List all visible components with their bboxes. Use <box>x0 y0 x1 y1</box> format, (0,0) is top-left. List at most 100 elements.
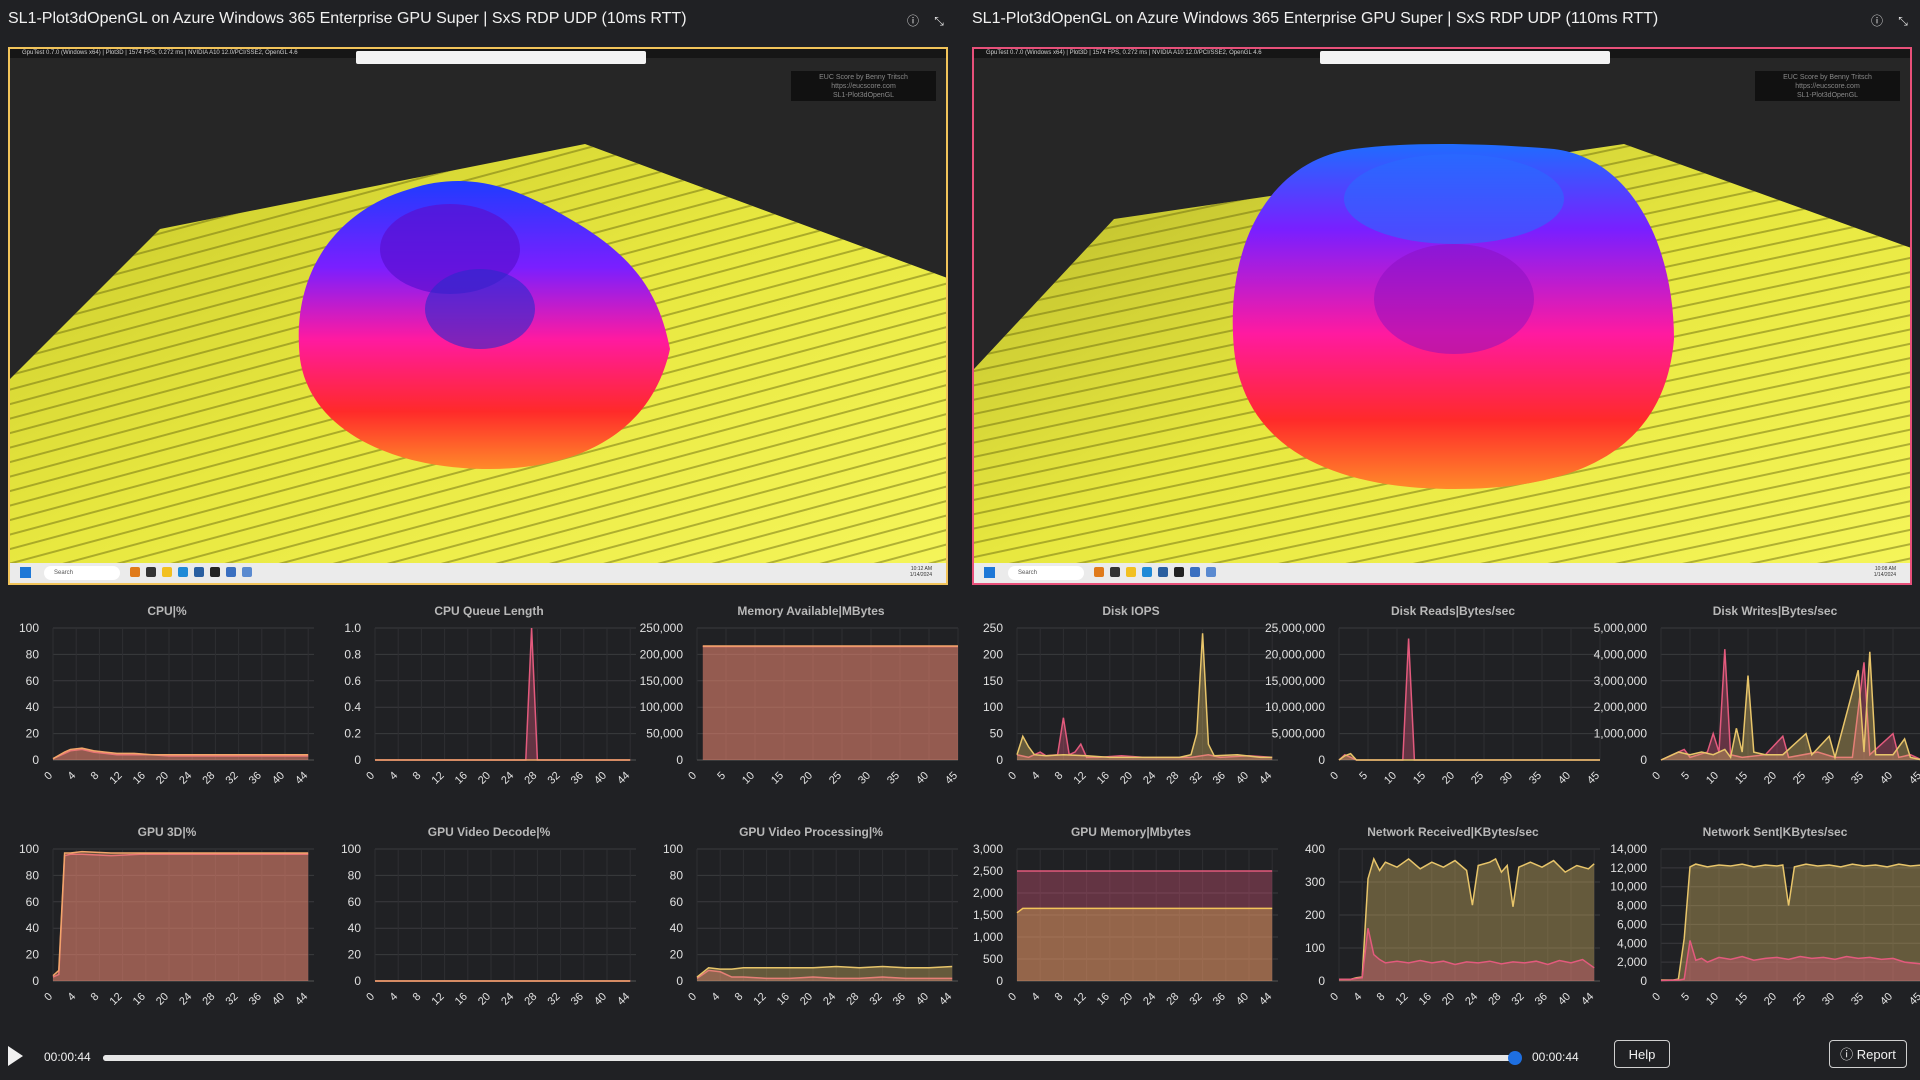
terminal-icon[interactable] <box>210 567 220 577</box>
x-tick-label: 35 <box>885 770 902 787</box>
app-icon[interactable] <box>242 567 252 577</box>
x-tick-label: 10 <box>1382 770 1399 787</box>
x-tick-label: 44 <box>293 770 310 787</box>
x-tick-label: 0 <box>42 991 55 1004</box>
x-tick-label: 28 <box>1164 770 1181 787</box>
x-tick-label: 20 <box>476 991 493 1008</box>
terminal-icon[interactable] <box>1174 567 1184 577</box>
collapse-icon[interactable]: ⤡ <box>1898 14 1908 28</box>
y-tick-label: 3,000 <box>973 842 1003 856</box>
x-tick-label: 24 <box>177 991 194 1008</box>
edge-icon[interactable] <box>178 567 188 577</box>
x-tick-label: 16 <box>453 991 470 1008</box>
x-tick-label: 40 <box>270 770 287 787</box>
app-icon[interactable] <box>146 567 156 577</box>
app-icon[interactable] <box>1094 567 1104 577</box>
info-icon[interactable]: ⓘ <box>1870 14 1883 28</box>
remote-taskbar: Search 10:12 AM 1/14/2024 <box>10 563 946 583</box>
windows-start-icon[interactable] <box>20 567 31 578</box>
chart-title: CPU Queue Length <box>434 604 544 618</box>
x-tick-label: 15 <box>1733 991 1750 1008</box>
series-area <box>1339 928 1595 981</box>
x-tick-label: 0 <box>1328 770 1341 783</box>
chart: Network Sent|KBytes/sec 0 2,000 4,000 6,000 8… <box>1610 825 1920 1015</box>
chart: Network Received|KBytes/sec 0 100 200 300 400… <box>1294 825 1612 1015</box>
y-tick-label: 80 <box>348 868 362 882</box>
series-area <box>53 851 309 981</box>
remote-window-caption: GpuTest 0.7.0 (Windows x64) | Plot3D | 1… <box>22 50 298 56</box>
x-tick-label: 20 <box>1118 991 1135 1008</box>
y-tick-label: 200,000 <box>640 647 684 661</box>
y-tick-label: 2,000 <box>973 886 1003 900</box>
info-icon[interactable]: ⓘ <box>906 14 919 28</box>
x-tick-label: 40 <box>1234 770 1251 787</box>
y-tick-label: 0 <box>1640 753 1647 767</box>
edge-icon[interactable] <box>1142 567 1152 577</box>
app-icon[interactable] <box>130 567 140 577</box>
current-time: 00:00:44 <box>44 1050 91 1064</box>
x-tick-label: 20 <box>1762 991 1779 1008</box>
x-tick-label: 36 <box>247 991 264 1008</box>
y-tick-label: 100 <box>341 842 361 856</box>
app-icon[interactable] <box>226 567 236 577</box>
folder-icon[interactable] <box>1126 567 1136 577</box>
collapse-icon[interactable]: ⤡ <box>934 14 944 28</box>
y-tick-label: 20,000,000 <box>1265 647 1325 661</box>
series-line <box>52 850 309 977</box>
video-frame: GpuTest 0.7.0 (Windows x64) | Plot3D | 1… <box>972 47 1912 585</box>
chart: GPU Video Processing|% 0 20 40 60 80 100 0 4 8 12 1… <box>652 825 970 1015</box>
rdp-connection-bar[interactable] <box>356 51 646 64</box>
x-tick-label: 0 <box>1650 770 1663 783</box>
seek-handle[interactable] <box>1508 1051 1522 1065</box>
rdp-connection-bar[interactable] <box>1320 51 1610 64</box>
taskbar-clock: 10:08 AM 1/14/2024 <box>1873 566 1896 578</box>
seek-slider[interactable] <box>103 1051 1522 1065</box>
x-tick-label: 16 <box>131 770 148 787</box>
x-tick-label: 16 <box>1095 770 1112 787</box>
app-icon[interactable] <box>194 567 204 577</box>
app-icon[interactable] <box>1206 567 1216 577</box>
x-tick-label: 40 <box>1878 770 1895 787</box>
x-tick-label: 36 <box>891 991 908 1008</box>
windows-start-icon[interactable] <box>984 567 995 578</box>
x-tick-label: 0 <box>1328 991 1341 1004</box>
app-icon[interactable] <box>1158 567 1168 577</box>
taskbar-search[interactable]: Search <box>44 566 120 580</box>
app-icon[interactable] <box>1190 567 1200 577</box>
chart: Disk IOPS 0 50 100 150 200 250 0 4 8 12 16 20 24 28 32 3… <box>972 604 1290 794</box>
chart-title: GPU 3D|% <box>137 825 197 839</box>
taskbar-search[interactable]: Search <box>1008 566 1084 580</box>
x-tick-label: 8 <box>1375 991 1388 1004</box>
y-tick-label: 14,000 <box>1610 842 1647 856</box>
series-line <box>1338 752 1600 761</box>
taskbar-clock: 10:12 AM 1/14/2024 <box>909 566 932 578</box>
y-tick-label: 200 <box>983 647 1003 661</box>
x-tick-label: 25 <box>827 770 844 787</box>
x-tick-label: 32 <box>224 770 241 787</box>
y-tick-label: 0 <box>32 753 39 767</box>
x-tick-label: 4 <box>388 770 401 783</box>
x-tick-label: 28 <box>1164 991 1181 1008</box>
report-button[interactable]: ⓘ Report <box>1829 1040 1907 1068</box>
x-tick-label: 4 <box>710 991 723 1004</box>
x-tick-label: 8 <box>733 991 746 1004</box>
chart-title: Disk Reads|Bytes/sec <box>1390 604 1516 618</box>
series-area <box>53 749 309 760</box>
y-tick-label: 80 <box>26 647 40 661</box>
series-area <box>1339 753 1600 760</box>
series-line <box>1660 649 1920 761</box>
play-icon[interactable] <box>8 1046 23 1066</box>
x-tick-label: 25 <box>1791 770 1808 787</box>
y-tick-label: 10,000 <box>1610 880 1647 894</box>
app-icon[interactable] <box>1110 567 1120 577</box>
x-tick-label: 4 <box>66 770 79 783</box>
help-button[interactable]: Help <box>1614 1040 1670 1068</box>
folder-icon[interactable] <box>162 567 172 577</box>
series-area <box>375 628 631 760</box>
chart: GPU Memory|Mbytes 0 500 1,000 1,500 2,000 2,50… <box>972 825 1290 1015</box>
x-tick-label: 40 <box>1878 991 1895 1008</box>
panel-title: SL1-Plot3dOpenGL on Azure Windows 365 En… <box>8 10 687 27</box>
